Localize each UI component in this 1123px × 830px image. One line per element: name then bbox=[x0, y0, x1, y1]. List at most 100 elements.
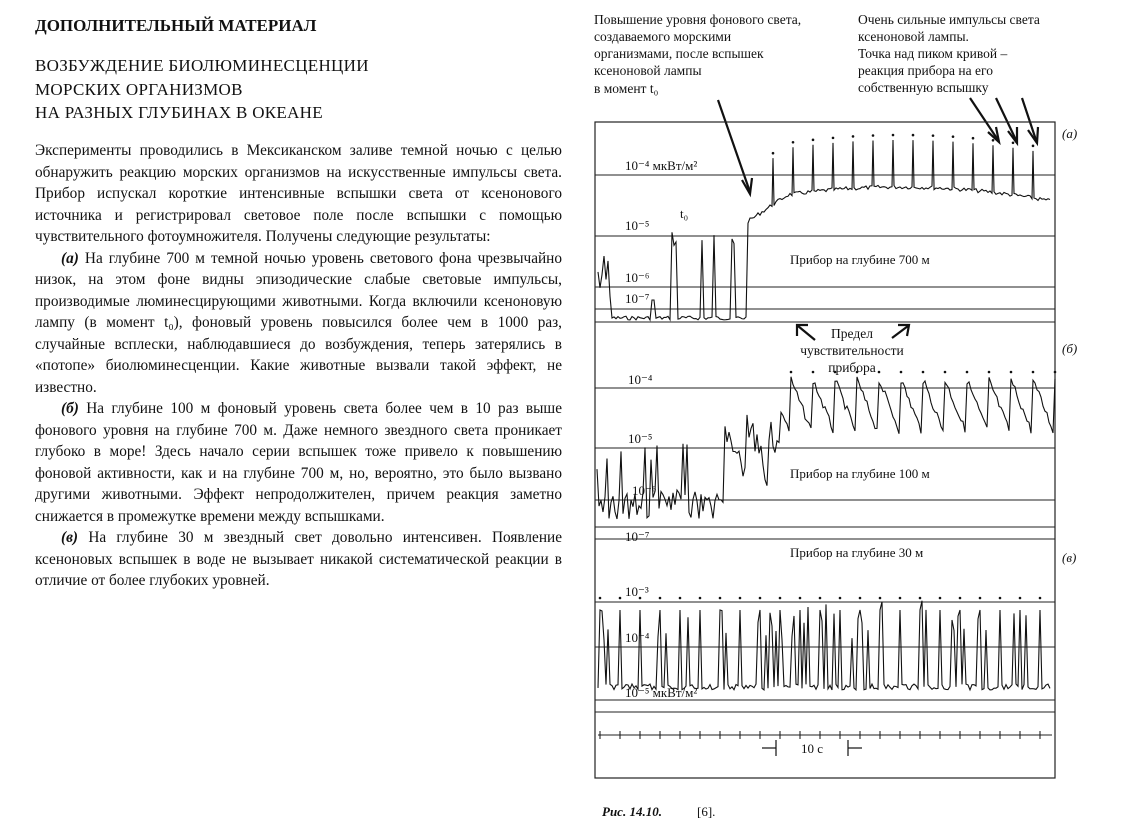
arrows bbox=[716, 97, 1040, 341]
flash-dot bbox=[771, 151, 775, 155]
flash-dot bbox=[943, 370, 947, 374]
flash-dot bbox=[778, 596, 782, 600]
level-label: 10⁻⁷ bbox=[625, 291, 649, 306]
flash-dot bbox=[938, 596, 942, 600]
paragraph: (а) На глубине 700 м темной ночью уровен… bbox=[35, 248, 562, 399]
level-label: 10⁻⁵ bbox=[625, 218, 649, 233]
flash-dot bbox=[851, 135, 855, 138]
flash-dot bbox=[918, 596, 922, 600]
depth-label: Прибор на глубине 30 м bbox=[790, 545, 923, 560]
flash-dot bbox=[921, 370, 925, 374]
annotation-line: Точка над пиком кривой – bbox=[858, 46, 1008, 61]
level-label: 10⁻³ bbox=[625, 584, 649, 599]
depth-label: Прибор на глубине 700 м bbox=[790, 252, 930, 267]
flash-dot bbox=[1031, 370, 1035, 374]
title: ВОЗБУЖДЕНИЕ БИОЛЮМИНЕСЦЕНЦИИ МОРСКИХ ОРГ… bbox=[35, 54, 369, 125]
paragraph-label: (б) bbox=[61, 400, 79, 417]
annotation-line: Очень сильные импульсы света bbox=[858, 12, 1040, 27]
caption-number: Рис. 14.10. bbox=[602, 804, 662, 819]
flash-dot bbox=[738, 596, 742, 600]
paragraph: (в) На глубине 30 м звездный свет доволь… bbox=[35, 527, 562, 592]
flash-dot bbox=[789, 370, 793, 374]
flash-dot bbox=[878, 596, 882, 600]
annotation-line: организмами, после вспышек bbox=[594, 46, 764, 61]
level-label: 10⁻⁷ bbox=[625, 529, 649, 544]
flash-dot bbox=[718, 596, 722, 600]
flash-dot bbox=[1018, 596, 1022, 600]
depth-label: Прибор на глубине 100 м bbox=[790, 466, 930, 481]
level-label: 10⁻⁵ bbox=[628, 431, 652, 446]
annotation-left: Повышение уровня фонового света, создава… bbox=[594, 12, 801, 96]
paragraph-label: (а) bbox=[61, 249, 79, 267]
flash-dot bbox=[898, 596, 902, 600]
paragraph-text: На глубине 30 м звездный свет довольно и… bbox=[35, 529, 563, 589]
flash-dot bbox=[698, 596, 702, 600]
level-label: 10⁻⁴ bbox=[625, 630, 650, 645]
limit-note: Предел чувствительности прибора bbox=[800, 326, 904, 375]
flash-dot bbox=[998, 596, 1002, 600]
flash-dot bbox=[978, 596, 982, 600]
flash-dot bbox=[658, 596, 662, 600]
flash-dot bbox=[811, 138, 815, 142]
flash-dot bbox=[833, 370, 837, 374]
time-scale: 10 с bbox=[801, 741, 823, 756]
level-label: 10⁻⁴ bbox=[628, 372, 653, 387]
flash-dot bbox=[971, 136, 975, 140]
trace bbox=[597, 140, 1051, 322]
flash-dot bbox=[951, 135, 955, 138]
annotation-line: ксеноновой лампы. bbox=[858, 29, 969, 44]
limit-note-line: прибора bbox=[828, 360, 876, 375]
flash-dot bbox=[931, 134, 935, 137]
flash-dot bbox=[798, 596, 802, 600]
flash-dot bbox=[598, 596, 602, 600]
flash-dot bbox=[958, 596, 962, 600]
flash-dot bbox=[791, 140, 795, 144]
flash-dot bbox=[858, 596, 862, 600]
title-line: НА РАЗНЫХ ГЛУБИНАХ В ОКЕАНЕ bbox=[35, 103, 323, 122]
flash-dot bbox=[758, 596, 762, 600]
flash-dot bbox=[831, 136, 835, 140]
flash-dot bbox=[618, 596, 622, 600]
body-text: Эксперименты проводились в Мексиканском … bbox=[35, 140, 562, 592]
panel-label: (б) bbox=[1062, 341, 1077, 356]
level-label: 10⁻⁶ bbox=[625, 270, 649, 285]
annotation-line: создаваемого морскими bbox=[594, 29, 731, 44]
annotation-right: Очень сильные импульсы света ксеноновой … bbox=[858, 12, 1040, 95]
flash-dot bbox=[1038, 596, 1042, 600]
annotation-line: Повышение уровня фонового света, bbox=[594, 12, 801, 27]
flash-dot bbox=[818, 596, 822, 600]
paragraph-text: На глубине 700 м темной ночью уровень св… bbox=[35, 249, 562, 396]
time-scale-arrows bbox=[762, 740, 862, 756]
flash-dot bbox=[678, 596, 682, 600]
flash-dot bbox=[1031, 144, 1035, 148]
flash-dot bbox=[987, 370, 991, 374]
panel-label: (а) bbox=[1062, 126, 1077, 141]
annotation-line: в момент t₀ bbox=[594, 81, 659, 96]
flash-dot bbox=[1009, 370, 1013, 374]
flash-dot bbox=[899, 370, 903, 374]
paragraph-text: На глубине 100 м фоновый уровень света б… bbox=[35, 400, 562, 525]
paragraph: (б) На глубине 100 м фоновый уровень све… bbox=[35, 398, 562, 527]
flash-dot bbox=[855, 370, 859, 374]
flash-dot bbox=[891, 133, 895, 137]
flash-dot bbox=[811, 370, 815, 374]
flash-dot bbox=[911, 133, 915, 137]
flash-dot bbox=[877, 370, 881, 374]
marker-label: t₀ bbox=[680, 206, 688, 221]
title-line: МОРСКИХ ОРГАНИЗМОВ bbox=[35, 79, 243, 99]
annotation-line: собственную вспышку bbox=[858, 80, 989, 95]
flash-dot bbox=[871, 134, 875, 137]
flash-dot bbox=[1053, 370, 1057, 374]
paragraph-label: (в) bbox=[61, 529, 79, 546]
flash-dot bbox=[991, 138, 995, 142]
flash-dot bbox=[638, 596, 642, 600]
figure-frame bbox=[594, 121, 1056, 779]
limit-note-line: чувствительности bbox=[800, 343, 904, 358]
panel-label: (в) bbox=[1062, 550, 1076, 565]
section-header: ДОПОЛНИТЕЛЬНЫЙ МАТЕРИАЛ bbox=[35, 16, 317, 35]
annotation-line: ксеноновой лампы bbox=[594, 63, 702, 78]
caption-ref: [6]. bbox=[697, 804, 715, 819]
title-line: ВОЗБУЖДЕНИЕ БИОЛЮМИНЕСЦЕНЦИИ bbox=[35, 56, 369, 75]
